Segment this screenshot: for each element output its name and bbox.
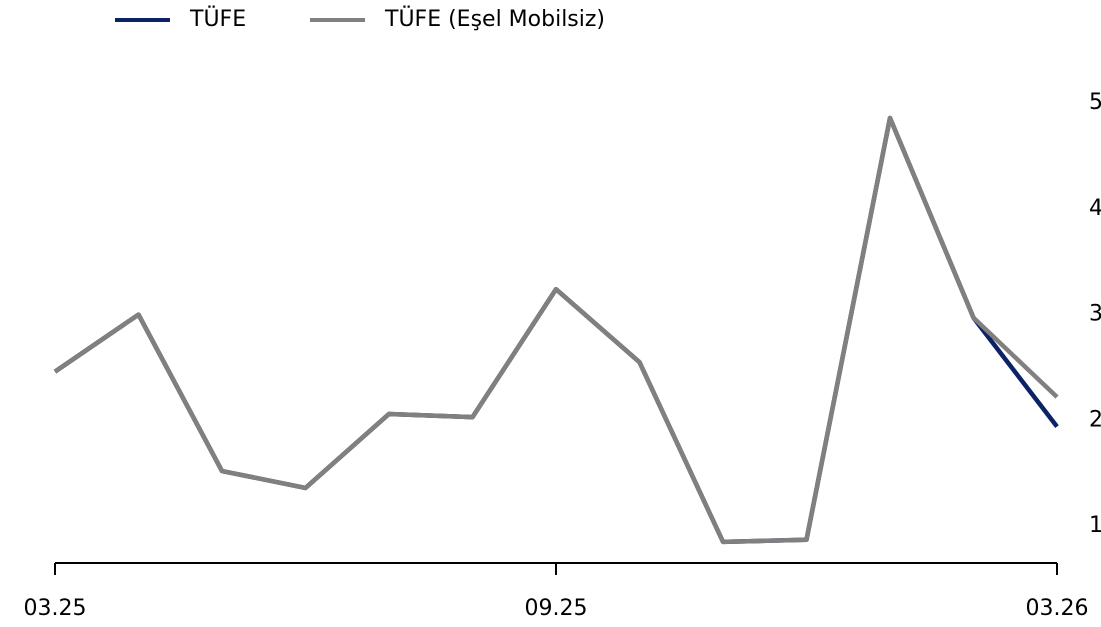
y-tick-label: 2 [1089,407,1101,432]
x-tick-label: 03.25 [24,596,87,621]
y-tick-label: 3 [1089,302,1101,327]
series-line [53,115,1059,545]
y-tick-label: 4 [1089,196,1101,221]
legend-label: TÜFE [189,6,246,32]
y-tick-label: 1 [1089,513,1101,538]
x-tick-label: 09.25 [525,596,588,621]
x-tick-label: 03.26 [1026,596,1089,621]
legend-label: TÜFE (Eşel Mobilsiz) [384,6,605,32]
series-line [53,115,1059,545]
y-tick-label: 5 [1089,90,1101,115]
